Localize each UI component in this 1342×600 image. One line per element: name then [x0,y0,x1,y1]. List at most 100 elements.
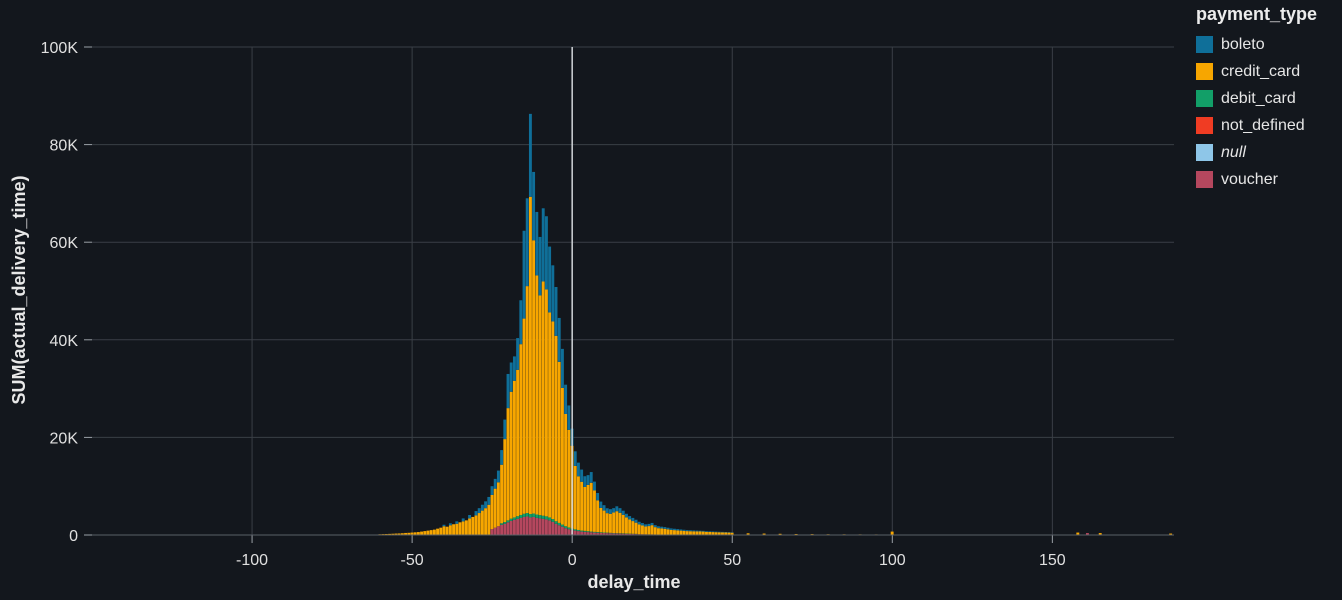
bar-debit_card [599,532,603,533]
legend-label: voucher [1221,170,1278,188]
bar-credit_card [589,482,593,532]
bar-credit_card [612,512,616,534]
bar-boleto [605,508,609,514]
bar-debit_card [580,530,584,532]
bar-credit_card [567,429,571,528]
bar-credit_card [439,527,443,535]
bar-credit_card [528,196,532,515]
bar-credit_card [554,335,558,522]
bar-voucher [1085,533,1089,535]
bar-credit_card [410,532,414,535]
bar-credit_card [429,530,433,535]
bar-credit_card [727,532,731,535]
bar-boleto [573,451,577,466]
bar-voucher [541,518,545,535]
bar-credit_card [442,526,446,535]
bar-boleto [589,472,593,483]
legend-swatch [1196,117,1213,134]
y-tick-label: 0 [69,528,78,545]
bar-credit_card [628,519,632,534]
bar-credit_card [471,516,475,535]
bar-voucher [589,532,593,535]
bar-credit_card [496,482,500,527]
bar-boleto [698,530,702,532]
bar-credit_card [576,476,580,530]
y-tick-label: 100K [41,40,79,57]
bar-credit_card [541,281,545,516]
bar-credit_card [631,521,635,534]
bar-credit_card [484,508,488,535]
bar-voucher [625,533,628,535]
bar-boleto [705,531,708,532]
legend-item-credit_card[interactable]: credit_card [1196,58,1342,85]
bar-credit_card [721,532,724,535]
bar-boleto [660,526,664,529]
bar-credit_card [436,528,440,535]
bar-boleto [669,528,673,530]
bar-boleto [535,211,539,276]
bar-credit_card [452,524,456,535]
bar-debit_card [548,517,552,521]
x-tick-label: 50 [723,552,741,569]
legend-item-boleto[interactable]: boleto [1196,31,1342,58]
bar-boleto [551,265,555,322]
bar-credit_card [580,481,584,531]
bar-credit_card [618,512,622,534]
legend-item-voucher[interactable]: voucher [1196,166,1342,193]
bar-credit_card [689,531,692,535]
bar-credit_card [445,526,449,535]
bar-credit_card [701,531,705,535]
bar-voucher [551,521,555,535]
bar-credit_card [573,465,577,530]
bar-debit_card [576,529,580,532]
legend-label: not_defined [1221,116,1305,134]
bar-credit_card [532,240,536,514]
bar-credit_card [746,533,750,535]
bar-credit_card [1076,532,1080,535]
bar-boleto [496,470,500,483]
bar-credit_card [423,531,427,535]
bar-boleto [557,317,561,362]
bar-voucher [583,531,587,535]
bar-credit_card [1169,533,1173,535]
bar-boleto [615,506,619,512]
bar-credit_card [493,488,497,528]
bar-voucher [592,532,596,535]
bar-credit_card [650,525,654,535]
bar-boleto [519,300,523,345]
bar-credit_card [391,533,395,535]
y-tick-label: 20K [50,430,79,447]
bar-credit_card [394,533,398,535]
bar-debit_card [596,532,600,533]
bar-credit_card [586,484,590,532]
bar-debit_card [560,524,564,527]
bar-voucher [580,531,584,535]
bar-credit_card [544,289,548,517]
bar-debit_card [564,526,568,529]
legend-label: credit_card [1221,62,1301,80]
bar-boleto [442,524,446,527]
bar-credit_card [404,532,408,535]
legend-swatch [1196,36,1213,53]
legend-item-debit_card[interactable]: debit_card [1196,85,1342,112]
bar-boleto [503,419,507,440]
legend-item-null[interactable]: null [1196,139,1342,166]
bar-boleto [487,496,491,505]
legend-item-not_defined[interactable]: not_defined [1196,112,1342,139]
bar-credit_card [676,530,680,535]
bar-credit_card [564,413,568,527]
bar-voucher [548,520,552,535]
bar-debit_card [519,514,523,518]
legend-title: payment_type [1196,4,1318,24]
bar-boleto [461,518,465,522]
x-axis-title: delay_time [587,572,680,592]
bar-credit_card [714,532,718,535]
bar-boleto [679,529,683,531]
bar-voucher [493,527,497,535]
bar-credit_card [455,523,459,535]
y-axis-title: SUM(actual_delivery_time) [9,175,29,404]
bar-voucher [557,525,561,535]
bar-voucher [516,518,520,535]
bar-debit_card [525,513,529,517]
